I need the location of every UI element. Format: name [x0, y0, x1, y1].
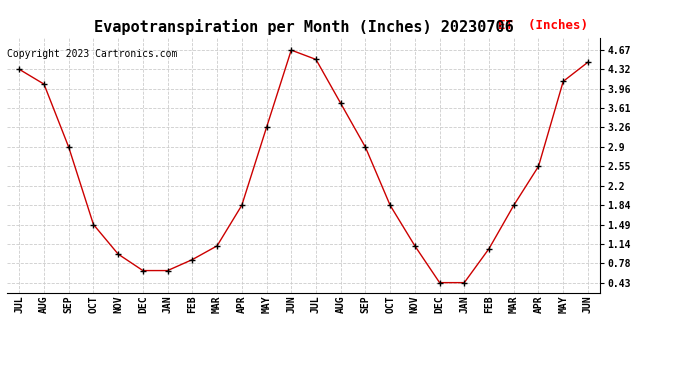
Text: Copyright 2023 Cartronics.com: Copyright 2023 Cartronics.com — [7, 49, 177, 59]
Text: ET  (Inches): ET (Inches) — [498, 20, 589, 32]
Title: Evapotranspiration per Month (Inches) 20230706: Evapotranspiration per Month (Inches) 20… — [94, 19, 513, 35]
